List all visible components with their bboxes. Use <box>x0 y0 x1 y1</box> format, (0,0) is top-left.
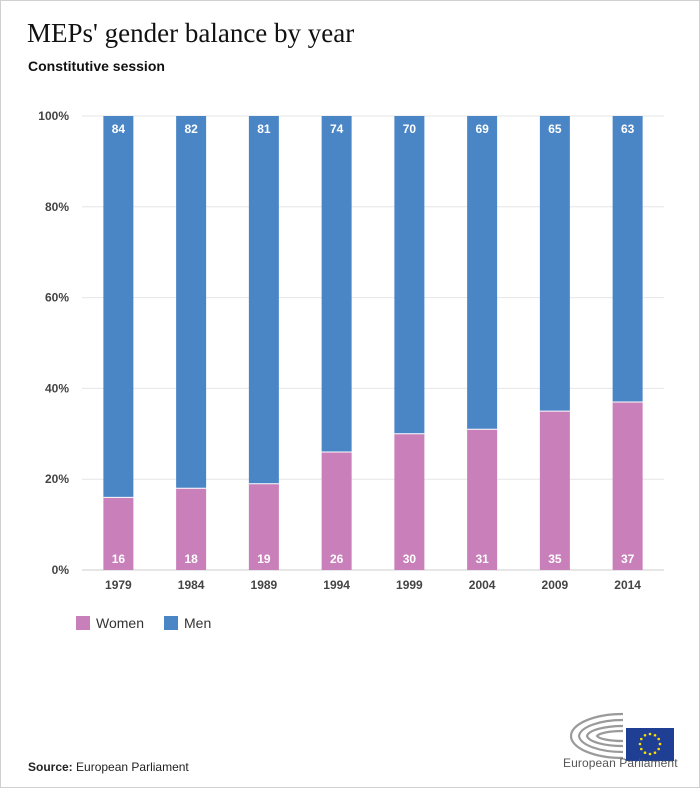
data-label-women: 26 <box>330 552 344 566</box>
bar-women <box>394 433 425 570</box>
logo-text: European Parliament <box>563 756 678 770</box>
x-tick-label: 2009 <box>542 578 569 592</box>
y-tick-label: 60% <box>45 291 69 305</box>
data-label-women: 37 <box>621 552 635 566</box>
bar-men <box>539 116 570 412</box>
data-label-women: 31 <box>475 552 489 566</box>
data-label-women: 19 <box>257 552 271 566</box>
data-label-men: 69 <box>475 122 489 136</box>
bar-women <box>176 488 207 570</box>
data-label-men: 82 <box>184 122 198 136</box>
legend-label: Women <box>96 615 144 631</box>
source-note: Source: European Parliament <box>28 760 189 774</box>
x-tick-label: 2004 <box>469 578 496 592</box>
chart-subtitle: Constitutive session <box>28 58 165 74</box>
x-tick-label: 2014 <box>614 578 641 592</box>
data-label-women: 30 <box>403 552 417 566</box>
bar-men <box>321 116 352 452</box>
legend-swatch <box>76 616 90 630</box>
european-parliament-logo-icon <box>569 712 674 761</box>
data-label-men: 63 <box>621 122 635 136</box>
y-tick-label: 0% <box>52 563 70 577</box>
bar-women <box>539 411 570 570</box>
data-label-men: 70 <box>403 122 417 136</box>
x-tick-label: 1979 <box>105 578 132 592</box>
bar-men <box>103 116 134 498</box>
x-tick-label: 1999 <box>396 578 423 592</box>
bar-men <box>394 116 425 434</box>
y-tick-label: 40% <box>45 381 69 395</box>
bar-women <box>612 402 643 570</box>
data-label-women: 35 <box>548 552 562 566</box>
stacked-bar-chart: 0% 20% 40% 60% 80% 100% 16 84 1979 18 82 1984 19 81 19… <box>38 109 664 631</box>
bar-women <box>321 451 352 570</box>
chart-title: MEPs' gender balance by year <box>27 18 355 48</box>
data-label-women: 16 <box>112 552 126 566</box>
bar-women <box>467 429 498 570</box>
data-label-women: 18 <box>184 552 198 566</box>
source-value: European Parliament <box>76 760 189 774</box>
legend-swatch <box>164 616 178 630</box>
data-label-men: 74 <box>330 122 344 136</box>
bar-men <box>248 116 279 484</box>
bar-men <box>612 116 643 403</box>
data-label-men: 81 <box>257 122 271 136</box>
bar-women <box>103 497 134 570</box>
y-tick-label: 100% <box>38 109 69 123</box>
bar-men <box>176 116 207 489</box>
x-tick-label: 1989 <box>251 578 278 592</box>
bar-men <box>467 116 498 430</box>
data-label-men: 84 <box>112 122 126 136</box>
data-label-men: 65 <box>548 122 562 136</box>
legend-label: Men <box>184 615 211 631</box>
x-tick-label: 1984 <box>178 578 205 592</box>
y-tick-label: 80% <box>45 200 69 214</box>
y-tick-label: 20% <box>45 472 69 486</box>
source-label: Source: <box>28 760 73 774</box>
x-tick-label: 1994 <box>323 578 350 592</box>
bar-women <box>248 483 279 570</box>
